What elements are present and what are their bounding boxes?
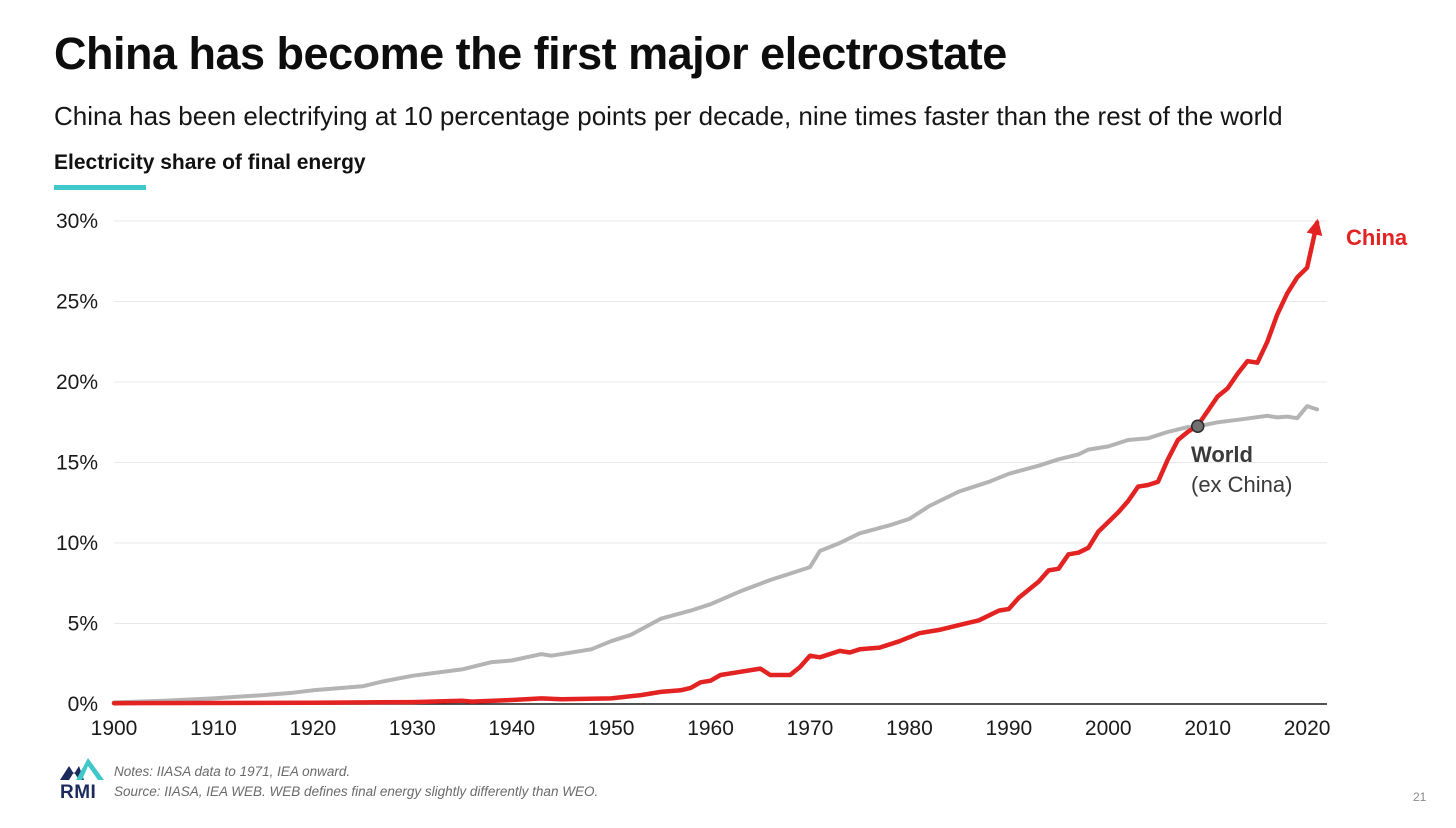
x-tick-label: 1910: [190, 717, 237, 740]
x-tick-label: 1920: [289, 717, 336, 740]
page-number: 21: [1413, 790, 1427, 804]
series-label-world-sub: (ex China): [1191, 472, 1292, 497]
x-tick-label: 2010: [1184, 717, 1231, 740]
chart-title: Electricity share of final energy: [54, 151, 366, 174]
y-tick-label: 25%: [56, 291, 98, 314]
x-tick-label: 1970: [787, 717, 834, 740]
series-label-world: World: [1191, 442, 1253, 467]
x-tick-label: 1930: [389, 717, 436, 740]
crossover-point: [1190, 419, 1205, 434]
accent-underline: [54, 185, 146, 190]
x-tick-label: 1990: [985, 717, 1032, 740]
x-tick-label: 1960: [687, 717, 734, 740]
x-tick-label: 1940: [488, 717, 535, 740]
gridlines: [114, 220, 1327, 624]
y-tick-label: 5%: [68, 613, 98, 636]
rmi-logo-text: RMI: [60, 782, 97, 803]
axes: 0% 5% 10% 15% 20% 25% 30% 1900 1910 1920 1930 1940 1…: [56, 210, 1331, 740]
footer-notes: Notes: IIASA data to 1971, IEA onward. S…: [114, 762, 598, 802]
series-labels: China World (ex China): [1191, 225, 1408, 497]
x-tick-label: 1900: [91, 717, 138, 740]
x-tick-label: 2000: [1085, 717, 1132, 740]
y-tick-label: 30%: [56, 210, 98, 233]
y-tick-label: 10%: [56, 532, 98, 555]
y-tick-label: 15%: [56, 452, 98, 475]
slide-title: China has become the first major electro…: [54, 28, 1007, 79]
slide-subtitle: China has been electrifying at 10 percen…: [54, 101, 1283, 131]
note-text: Notes: IIASA data to 1971, IEA onward.: [114, 764, 351, 779]
x-tick-label: 1980: [886, 717, 933, 740]
china-arrowhead: [1306, 218, 1323, 237]
x-tick-label: 2020: [1284, 717, 1331, 740]
series-line-world: [112, 404, 1320, 705]
y-tick-label: 0%: [68, 693, 98, 716]
x-tick-label: 1950: [588, 717, 635, 740]
series-label-china: China: [1346, 225, 1408, 250]
series-line-china: [111, 220, 1320, 706]
series-lines: [111, 218, 1323, 706]
y-tick-label: 20%: [56, 371, 98, 394]
source-text: Source: IIASA, IEA WEB. WEB defines fina…: [114, 784, 599, 799]
rmi-logo-icon: [60, 758, 104, 780]
